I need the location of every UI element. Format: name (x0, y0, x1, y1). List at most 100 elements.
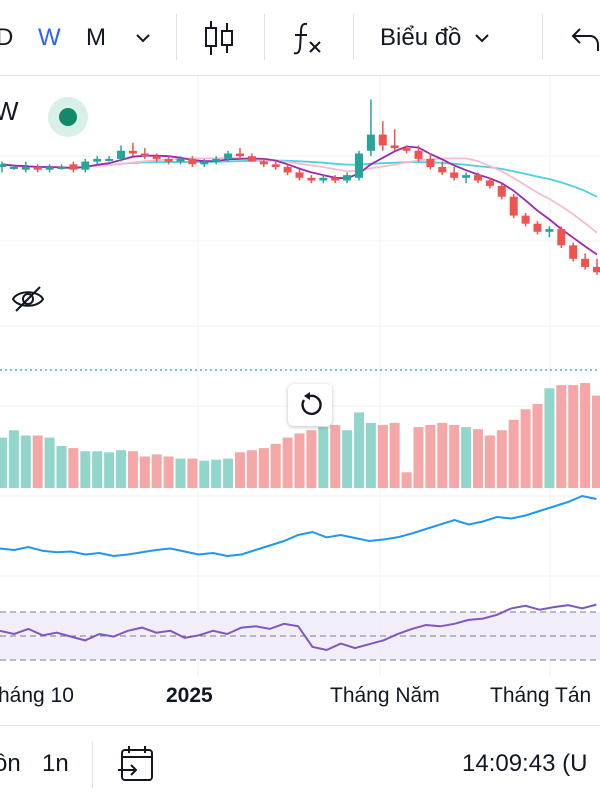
candle-body (319, 177, 328, 181)
volume-bar (389, 422, 400, 488)
reset-icon (301, 392, 322, 416)
undo-button[interactable] (568, 0, 600, 75)
goto-date-button[interactable] (116, 726, 156, 801)
volume-bar (68, 448, 79, 488)
volume-bar (473, 429, 483, 488)
candle-body (545, 229, 554, 232)
volume-bar (56, 446, 67, 488)
volume-bar (246, 450, 257, 488)
candle-body (378, 134, 387, 146)
volume-bar (532, 404, 543, 488)
candle-body (497, 185, 506, 197)
volume-bar (544, 388, 555, 488)
candle-body (21, 167, 30, 170)
candle-body (271, 164, 280, 167)
interval-d-button[interactable]: D (0, 23, 14, 51)
volume-bar (294, 433, 305, 488)
indicators-button[interactable] (290, 0, 324, 75)
candle-body (93, 158, 102, 162)
interval-w-button[interactable]: W (38, 23, 61, 51)
function-icon (293, 22, 321, 54)
candle-body (485, 180, 494, 186)
volume-bar (223, 458, 234, 488)
range-button-2[interactable]: 1n (42, 749, 69, 777)
candle-body (57, 167, 66, 169)
candle-body (462, 175, 471, 178)
volume-bar (354, 412, 364, 488)
volume-bar (592, 395, 600, 488)
candle-body (343, 175, 352, 181)
candle-body (128, 150, 137, 154)
volume-bar (139, 456, 150, 488)
volume-bar (401, 472, 412, 488)
volume-bar (0, 437, 7, 488)
candle-body (69, 164, 78, 170)
time-axis-label-1: háng 10 (0, 684, 74, 707)
volume-bar (496, 430, 507, 488)
candle-body (557, 229, 566, 246)
toolbar-divider (542, 14, 543, 60)
volume-bar (127, 451, 138, 488)
status-dot (59, 108, 77, 126)
candle-body (105, 158, 114, 161)
volume-bar (258, 448, 269, 488)
time-axis-label-4: Tháng Tán (490, 684, 592, 707)
chart-type-button[interactable] (202, 0, 236, 75)
candle-body (533, 223, 542, 232)
candle-body (152, 156, 161, 159)
volume-bar (365, 422, 376, 488)
candle-body (581, 258, 590, 267)
clock-readout[interactable]: 14:09:43 (U (462, 749, 588, 777)
time-axis-label-2: 2025 (166, 684, 213, 707)
toolbar-divider (353, 14, 354, 60)
candle-body (366, 134, 375, 151)
volume-bar (508, 419, 519, 488)
hide-indicators-button[interactable] (10, 284, 46, 319)
candle-body (426, 158, 435, 167)
candle-body (0, 164, 6, 167)
candle-body (188, 158, 197, 165)
bottom-toolbar: ồn 1n 14:09:43 (U (0, 725, 600, 801)
candle-body (45, 167, 54, 170)
chevron-down-icon (475, 33, 490, 42)
volume-bar (484, 435, 495, 488)
range-button-1[interactable]: ồn (0, 749, 21, 777)
volume-bar (556, 385, 567, 488)
chart-menu-button[interactable]: Biểu đồ (380, 0, 497, 75)
volume-bar (211, 459, 222, 488)
chart-canvas[interactable] (0, 76, 600, 724)
candle-body (81, 161, 90, 170)
toolbar-divider (264, 14, 265, 60)
interval-m-button[interactable]: M (86, 23, 106, 51)
candle-body (200, 161, 209, 165)
volume-bar (580, 383, 591, 488)
interval-dropdown[interactable] (132, 0, 154, 75)
candle-body (295, 172, 304, 178)
candle-body (259, 161, 268, 165)
candle-body (474, 175, 482, 181)
reset-chart-button[interactable] (288, 384, 332, 426)
market-status-indicator[interactable] (48, 97, 88, 137)
toolbar-divider (176, 14, 177, 60)
ma-fast-line (1, 145, 598, 256)
candle-body (283, 167, 292, 173)
volume-bar (318, 427, 329, 488)
candle-body (414, 150, 423, 159)
volume-bar (306, 430, 317, 488)
candle-body (307, 177, 316, 181)
line-indicator (0, 494, 597, 558)
volume-bar (32, 435, 43, 488)
bottom-divider (92, 742, 93, 788)
calendar-goto-icon (118, 745, 153, 781)
candle-body (236, 153, 244, 157)
volume-bar (425, 425, 436, 488)
volume-bar (437, 422, 448, 488)
eye-off-icon (11, 286, 45, 312)
candle-body (390, 145, 399, 149)
chevron-down-icon (136, 33, 150, 42)
rsi-line (0, 603, 597, 652)
volume-bar (8, 430, 19, 488)
candle-body (176, 158, 185, 162)
volume-bar (80, 451, 91, 488)
candle-body (438, 167, 447, 173)
